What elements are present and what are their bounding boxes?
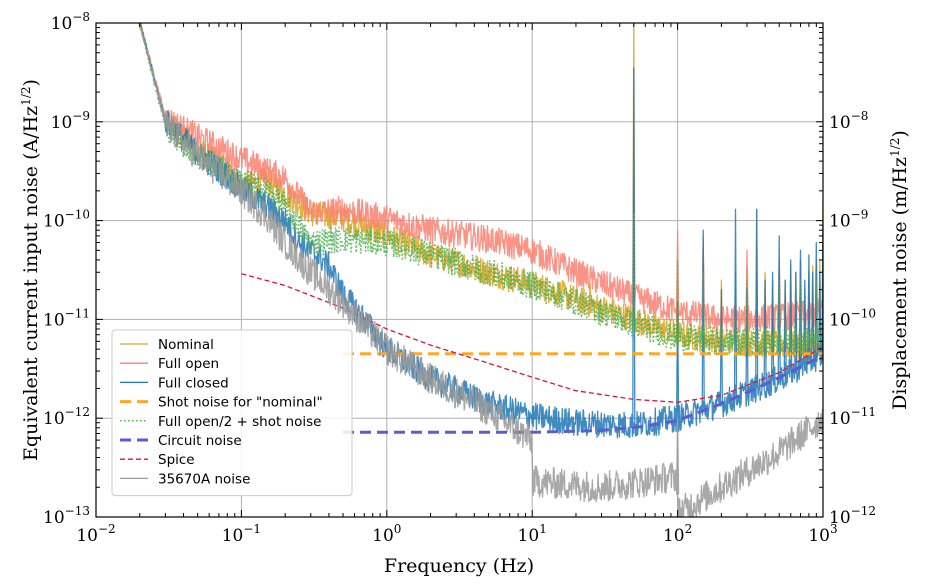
legend-label-full-open: Full open <box>158 356 219 372</box>
svg-text:Displacement noise (m/Hz1/2): Displacement noise (m/Hz1/2) <box>888 130 911 410</box>
x-tick-label: 100 <box>372 522 401 546</box>
svg-text:Equivalent current input noise: Equivalent current input noise (A/Hz1/2) <box>19 79 42 461</box>
axis-ticks: 10−2 10−1 100 101 102 103 10−13 10−12 10−11 10−10… <box>43 10 876 546</box>
series-layer <box>138 23 823 517</box>
series-line-circuit-noise <box>343 354 823 434</box>
x-tick-label: 10−2 <box>76 522 115 546</box>
left-ylabel-suffix: ) <box>20 79 42 86</box>
right-ylabel-suffix: ) <box>889 130 911 137</box>
y-tick-label: 10−11 <box>43 306 90 330</box>
x-tick-label: 10−1 <box>222 522 261 546</box>
left-y-axis-title: Equivalent current input noise (A/Hz1/2) <box>19 79 42 461</box>
left-ylabel-main: Equivalent current input noise (A/Hz <box>20 106 42 461</box>
legend-label-spice: Spice <box>158 452 195 468</box>
left-ylabel-sup: 1/2 <box>19 86 33 105</box>
legend-box <box>111 329 353 497</box>
y-tick-label: 10−8 <box>51 10 90 34</box>
legend-label-35670a-noise: 35670A noise <box>158 471 250 487</box>
right-ylabel-sup: 1/2 <box>888 138 902 157</box>
right-ylabel-main: Displacement noise (m/Hz <box>889 157 911 410</box>
x-tick-label: 103 <box>808 522 837 546</box>
series-line-full-open-2-shot-noise <box>139 23 823 356</box>
y-tick-label: 10−12 <box>43 405 90 429</box>
legend-label-shot-noise-for-nominal: Shot noise for "nominal" <box>158 395 323 411</box>
legend-label-full-closed: Full closed <box>158 375 229 391</box>
legend-label-full-open-2-shot-noise: Full open/2 + shot noise <box>158 414 321 430</box>
y-tick-label: 10−10 <box>43 208 90 232</box>
x-axis-title: Frequency (Hz) <box>384 555 534 577</box>
right-y-axis-title: Displacement noise (m/Hz1/2) <box>888 130 911 410</box>
right-y-tick-label: 10−12 <box>829 504 876 528</box>
right-y-tick-label: 10−9 <box>829 208 868 232</box>
right-y-tick-label: 10−11 <box>829 405 876 429</box>
x-axis-label: Frequency (Hz) <box>384 555 534 577</box>
y-tick-label: 10−9 <box>51 109 90 133</box>
y-tick-label: 10−13 <box>43 504 90 528</box>
legend: Nominal Full open Full closed Shot noise fo… <box>111 329 353 497</box>
right-y-tick-label: 10−8 <box>829 109 868 133</box>
right-y-tick-label: 10−10 <box>829 306 876 330</box>
legend-label-circuit-noise: Circuit noise <box>158 433 242 449</box>
x-tick-label: 101 <box>518 522 547 546</box>
x-tick-label: 102 <box>663 522 692 546</box>
series-line-35670a-noise <box>138 23 823 517</box>
plot-frame <box>95 22 824 518</box>
legend-label-nominal: Nominal <box>158 337 214 353</box>
